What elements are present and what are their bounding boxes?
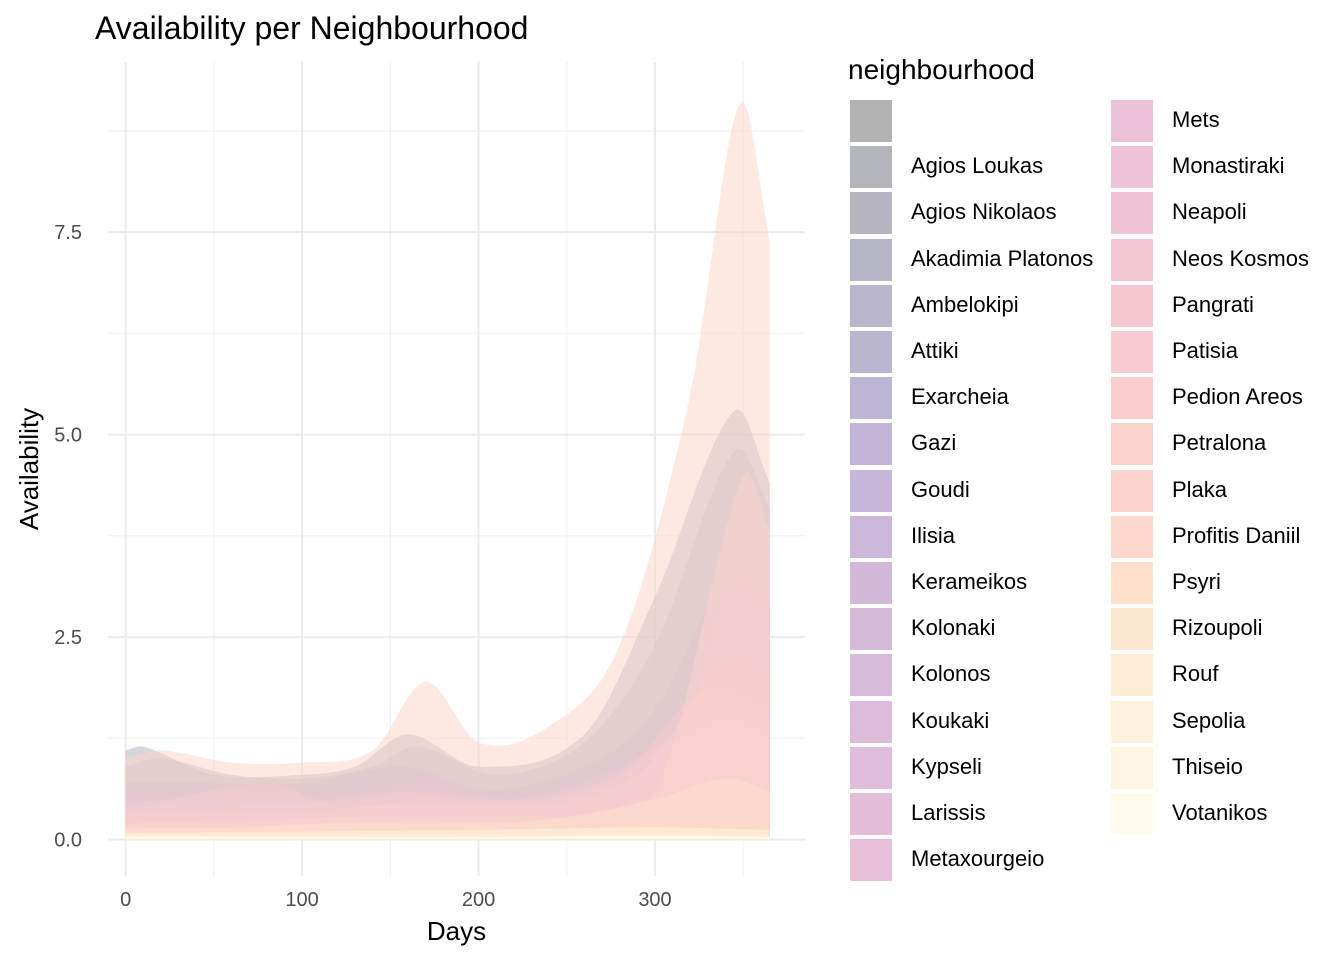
legend-swatch — [850, 839, 892, 882]
legend-label: Kolonos — [911, 661, 991, 687]
legend-swatch — [1111, 146, 1153, 189]
x-tick-label: 200 — [462, 889, 495, 911]
legend-label: Exarcheia — [911, 384, 1009, 410]
x-axis-title: Days — [427, 916, 486, 946]
legend-swatch — [1111, 608, 1153, 651]
legend-label: Kypseli — [911, 753, 982, 779]
legend-label: Kolonaki — [911, 615, 996, 641]
legend-swatch — [850, 469, 892, 512]
legend-label: Larissis — [911, 800, 986, 825]
legend-swatch — [850, 793, 892, 835]
legend-swatch — [1111, 469, 1153, 512]
legend-label: Mets — [1172, 107, 1220, 132]
legend-label: Monastiraki — [1172, 153, 1285, 179]
legend-label: Ambelokipi — [911, 291, 1019, 317]
legend-swatch — [1111, 192, 1153, 235]
legend-swatch — [850, 377, 892, 420]
legend-swatch — [1111, 654, 1153, 697]
x-tick-label: 300 — [638, 889, 671, 911]
legend-label: Akadimia Platonos — [911, 245, 1094, 271]
x-tick-label: 0 — [120, 889, 131, 911]
legend-label: Goudi — [911, 476, 970, 502]
legend-swatch — [1111, 515, 1153, 558]
legend-swatch — [850, 515, 892, 558]
area-votanikos — [125, 836, 770, 840]
legend-swatch — [1111, 238, 1153, 281]
legend-label: Votanikos — [1172, 800, 1268, 825]
density-areas — [125, 100, 770, 840]
legend-swatch — [850, 562, 892, 604]
legend-swatch — [850, 423, 892, 466]
legend-swatch — [850, 700, 892, 743]
legend-label: Sepolia — [1172, 707, 1246, 733]
legend-label: Thiseio — [1172, 753, 1243, 779]
legend-title: neighbourhood — [848, 54, 1035, 85]
legend-label: Kerameikos — [911, 569, 1028, 594]
legend-label: Pangrati — [1172, 291, 1254, 317]
legend-label: Koukaki — [911, 707, 990, 733]
legend-label: Attiki — [911, 338, 959, 363]
y-axis-title: Availability — [14, 408, 44, 530]
legend-swatch — [850, 331, 892, 373]
legend-swatch — [1111, 331, 1153, 373]
legend-swatch — [850, 238, 892, 281]
legend-swatch — [1111, 423, 1153, 466]
axis-ticks: 0 100 200 300 0.0 2.5 5.0 7.5 — [54, 222, 672, 911]
x-tick-label: 100 — [285, 889, 318, 911]
legend-swatch — [850, 608, 892, 651]
legend-swatch — [850, 192, 892, 235]
legend-swatch — [1111, 377, 1153, 420]
legend-label: Rouf — [1172, 661, 1219, 687]
chart-title: Availability per Neighbourhood — [95, 10, 529, 46]
legend-label: Petralona — [1172, 430, 1267, 456]
legend-label: Agios Nikolaos — [911, 199, 1057, 225]
legend-label: Ilisia — [911, 522, 956, 548]
legend-label: Neapoli — [1172, 199, 1247, 225]
legend-label: Profitis Daniil — [1172, 522, 1301, 548]
legend-swatch — [850, 100, 892, 142]
area-plaka — [125, 100, 770, 840]
grid-lines — [108, 62, 805, 876]
legend-swatch — [1111, 562, 1153, 604]
y-tick-label: 7.5 — [54, 222, 82, 244]
legend-label: Neos Kosmos — [1172, 245, 1309, 271]
area-psyri — [125, 778, 770, 840]
legend-label: Metaxourgeio — [911, 846, 1045, 872]
y-tick-label: 2.5 — [54, 627, 82, 649]
legend-swatch — [850, 146, 892, 189]
legend-label: Rizoupoli — [1172, 615, 1263, 641]
legend-label: Pedion Areos — [1172, 384, 1303, 410]
y-tick-label: 5.0 — [54, 425, 82, 447]
legend-swatch — [1111, 700, 1153, 743]
legend-label: Plaka — [1172, 476, 1228, 502]
legend-swatch — [850, 654, 892, 697]
legend-swatch — [850, 284, 892, 327]
legend-swatch — [1111, 746, 1153, 789]
legend-swatch — [850, 746, 892, 789]
legend-swatch — [1111, 100, 1153, 142]
legend-label: Agios Loukas — [911, 153, 1044, 179]
legend-swatch — [1111, 793, 1153, 835]
legend-label: Patisia — [1172, 338, 1239, 363]
y-tick-label: 0.0 — [54, 830, 82, 852]
legend-label: Gazi — [911, 430, 957, 456]
legend-swatch — [1111, 284, 1153, 327]
legend-label: Psyri — [1172, 569, 1221, 594]
